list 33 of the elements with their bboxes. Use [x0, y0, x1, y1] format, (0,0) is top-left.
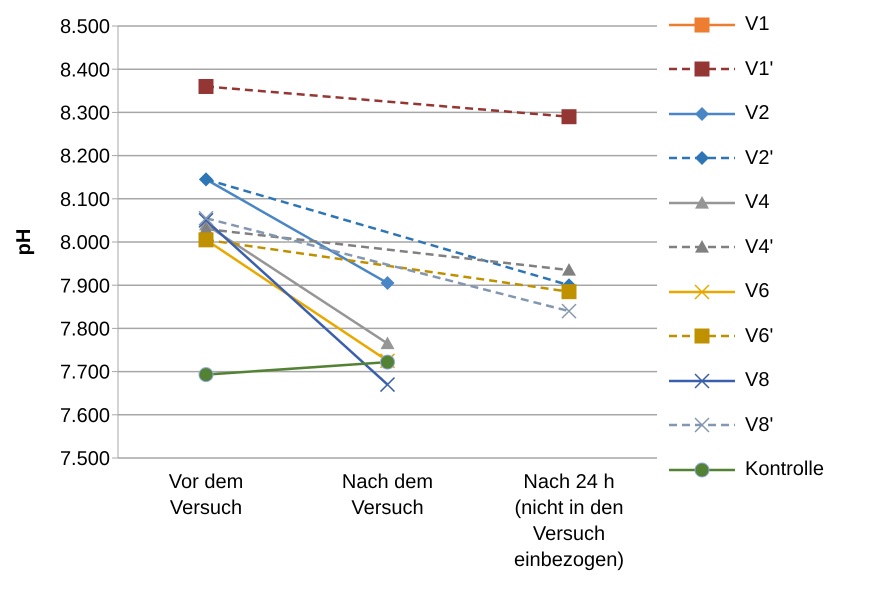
point — [561, 303, 577, 319]
x-tick-label: Vor dem Versuch — [168, 471, 244, 519]
x-tick-label: Nach dem Versuch — [342, 471, 434, 519]
y-tick-label: 8.300 — [60, 102, 110, 124]
legend-label: Kontrolle — [745, 458, 824, 481]
legend-label: V8 — [745, 369, 770, 392]
y-tick-label: 8.000 — [60, 232, 110, 254]
legend-label: V6' — [745, 324, 774, 348]
y-tick-label: 7.600 — [60, 404, 110, 427]
y-axis-title: pH — [13, 228, 36, 256]
y-tick-label: 8.100 — [60, 188, 110, 211]
point — [380, 376, 396, 392]
point — [198, 78, 214, 94]
legend-label: V1' — [745, 58, 774, 80]
legend-label: V8' — [745, 414, 774, 436]
legend-label: V2 — [745, 102, 770, 125]
point — [562, 109, 576, 124]
y-tick-label: 8.200 — [60, 146, 110, 168]
x-tick-label: Nach 24 h (nicht in den Versuch einbezogen) — [514, 471, 624, 571]
y-tick-label: 7.800 — [60, 318, 110, 340]
legend-label: V1 — [745, 13, 770, 36]
y-tick-label: 7.700 — [60, 362, 110, 384]
y-tick-label: 7.500 — [60, 448, 110, 470]
point — [198, 367, 214, 382]
point — [562, 284, 576, 300]
y-tick-label: 8.500 — [60, 16, 110, 38]
y-tick-label: 8.400 — [60, 59, 110, 82]
point — [380, 276, 394, 290]
legend-label: V4' — [745, 236, 774, 258]
y-tick-label: 7.900 — [60, 275, 110, 298]
legend-label: V6 — [745, 280, 770, 303]
legend-label: V4 — [745, 191, 770, 214]
legend-label: V2' — [745, 146, 774, 170]
